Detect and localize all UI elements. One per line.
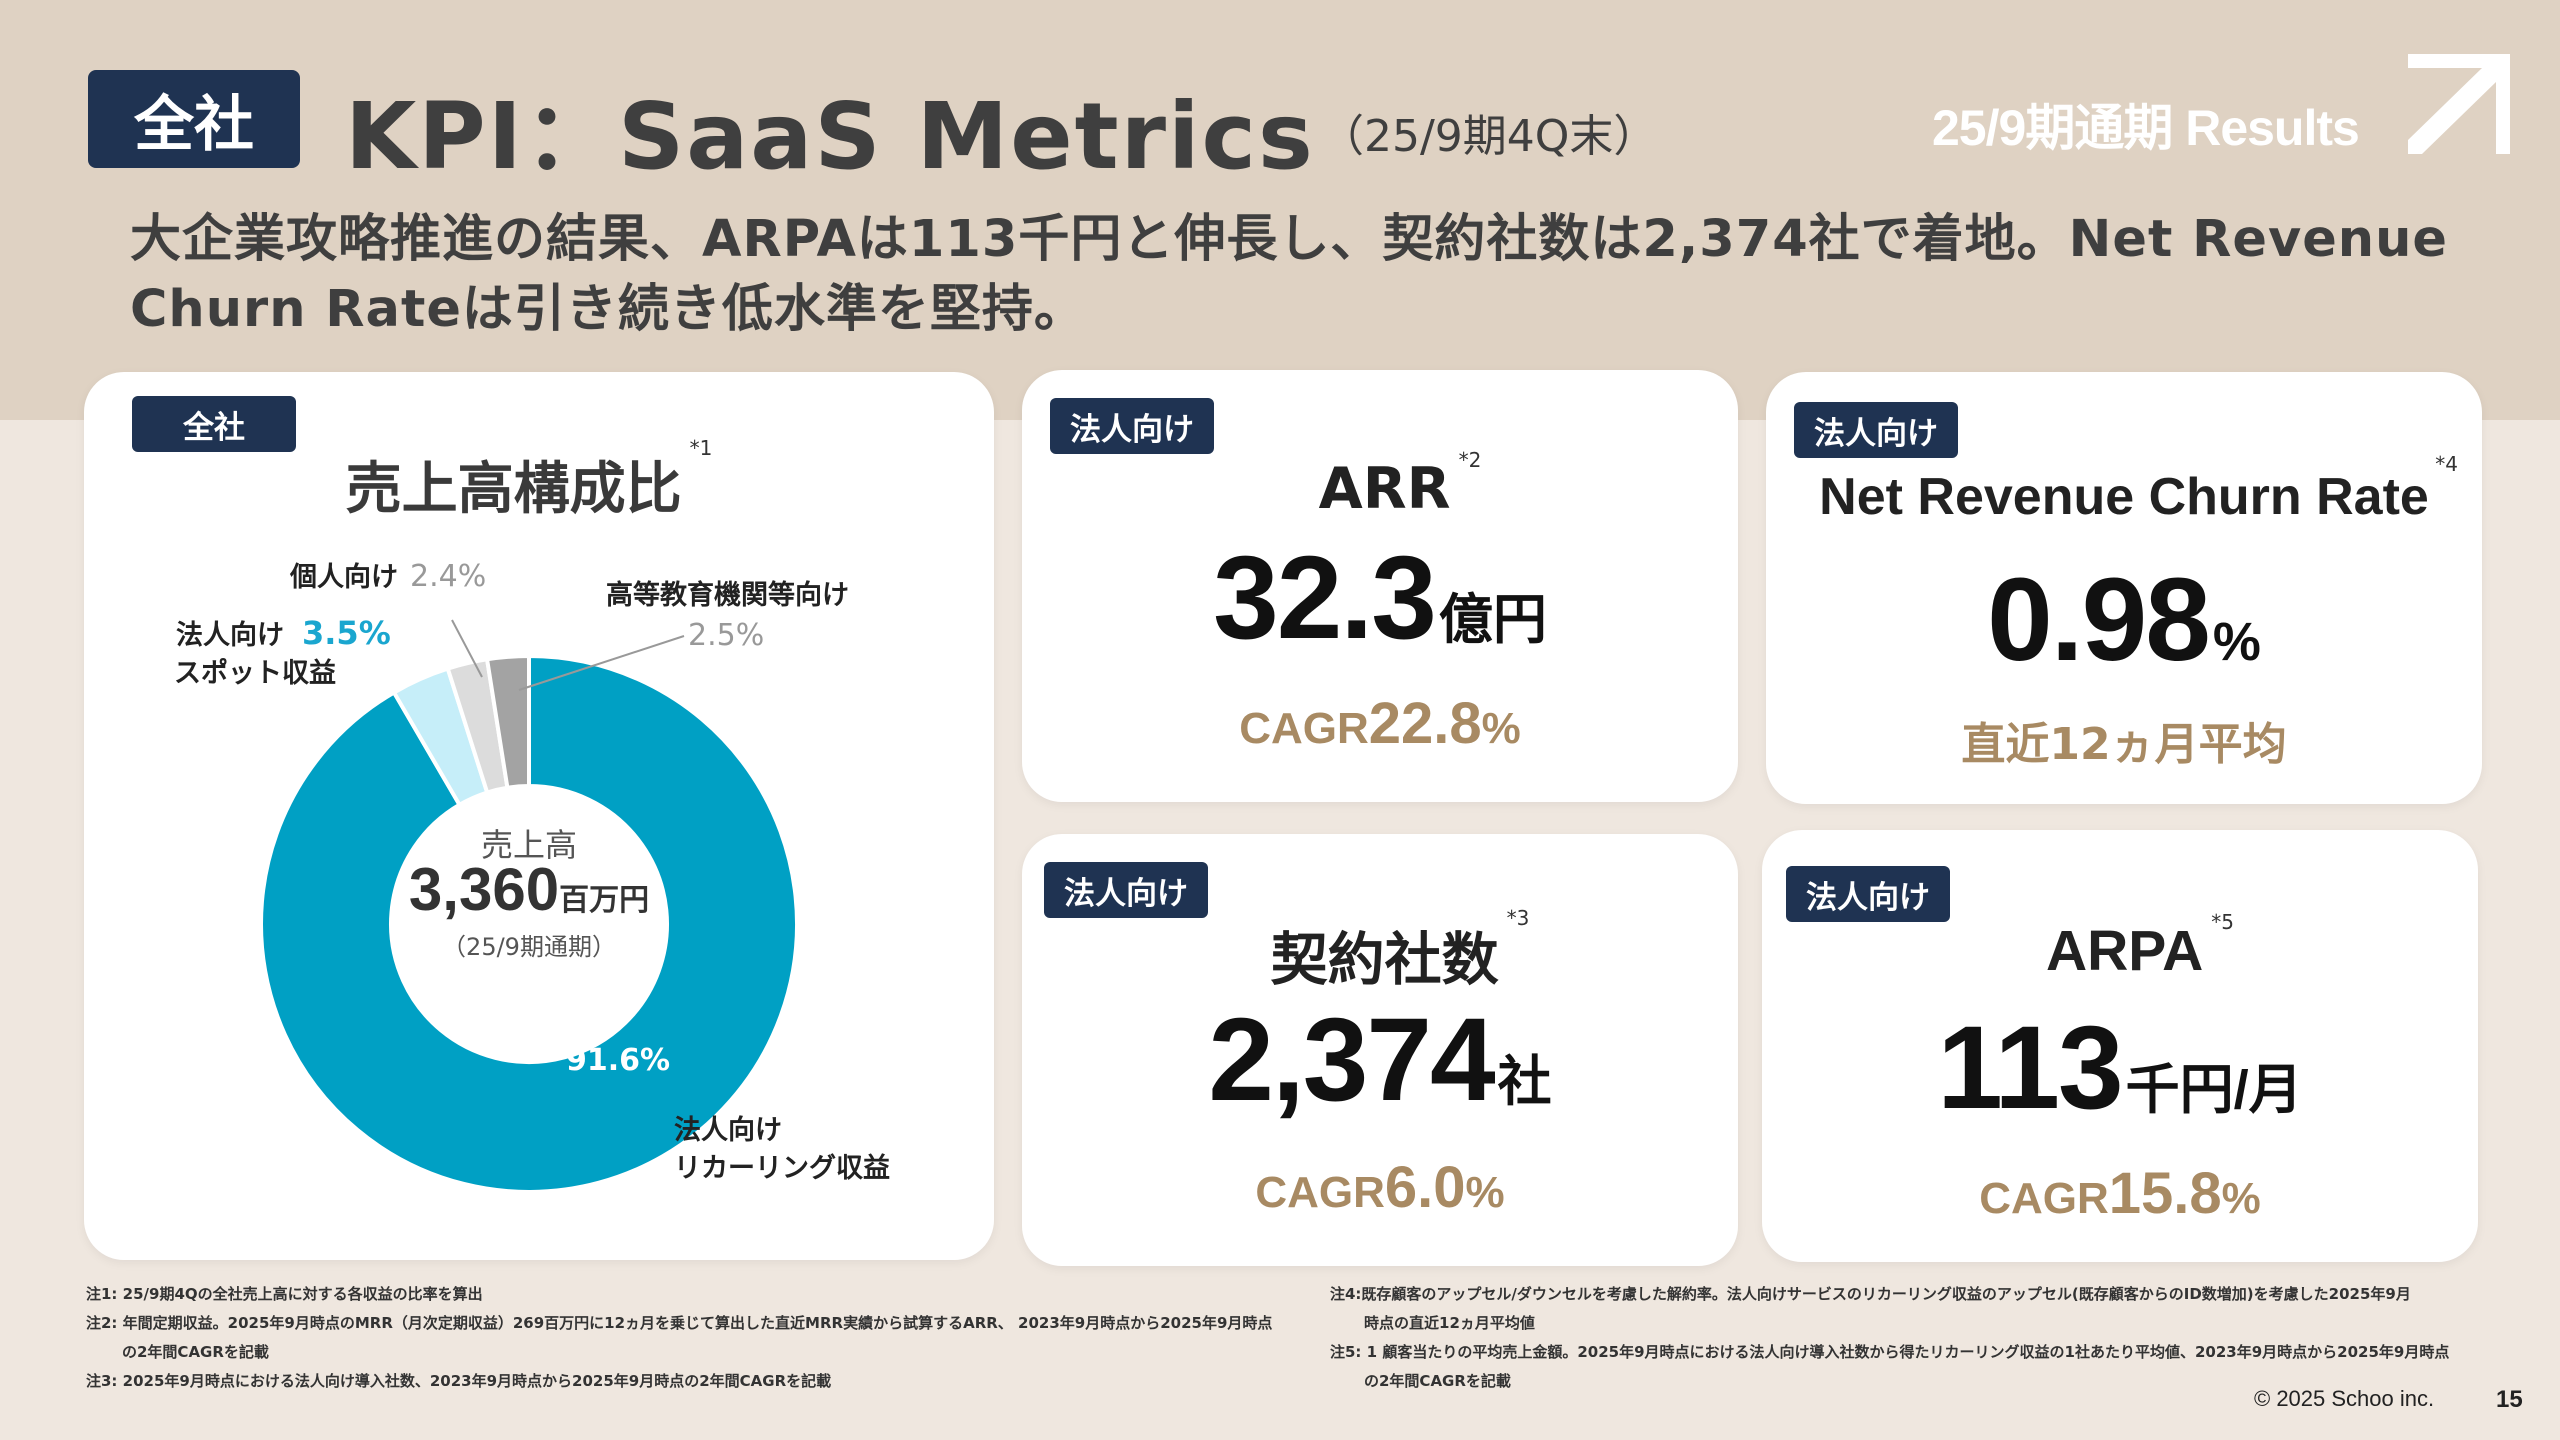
lead-text: 大企業攻略推進の結果、ARPAは113千円と伸長し、契約社数は2,374社で着地… bbox=[130, 210, 2448, 339]
arr-value: 32.3億円 bbox=[1022, 530, 1738, 666]
note-4: 注4:既存顧客のアップセル/ダウンセルを考慮した解約率。法人向けサービスのリカー… bbox=[1330, 1285, 2411, 1303]
donut-chart bbox=[259, 619, 799, 1194]
arr-name: ARR bbox=[1318, 456, 1451, 522]
copyright: © 2025 Schoo inc. bbox=[2254, 1386, 2435, 1411]
page-number: 15 bbox=[2496, 1386, 2523, 1413]
churn-title: Net Revenue Churn Rate bbox=[1766, 467, 2482, 527]
composition-tag: 全社 bbox=[132, 396, 296, 452]
arr-cagr: CAGR22.8% bbox=[1022, 690, 1738, 757]
notes-left: 注1: 25/9期4Qの全社売上高に対する各収益の比率を算出 注2: 年間定期収… bbox=[86, 1280, 1272, 1396]
companies-number: 2,374 bbox=[1208, 994, 1495, 1126]
companies-tag: 法人向け bbox=[1044, 862, 1208, 918]
label-spot-pct: 3.5% bbox=[302, 614, 391, 652]
donut-center-number: 3,360 bbox=[408, 856, 560, 923]
churn-unit: % bbox=[2212, 612, 2261, 672]
arpa-cagr-value: 15.8 bbox=[2108, 1161, 2222, 1226]
notes-right: 注4:既存顧客のアップセル/ダウンセルを考慮した解約率。法人向けサービスのリカー… bbox=[1330, 1280, 2449, 1396]
donut-center-period: （25/9期通期） bbox=[442, 933, 616, 961]
churn-value: 0.98% bbox=[1766, 552, 2482, 688]
note-5: 注5: 1 顧客当たりの平均売上金額。2025年9月時点における法人向け導入社数… bbox=[1330, 1343, 2450, 1361]
companies-title: 契約社数 *3 bbox=[1042, 906, 1758, 996]
label-recurring-pct: 91.6% bbox=[566, 1043, 671, 1078]
label-higher-ed-pct: 2.5% bbox=[688, 618, 765, 653]
leader-line-individual bbox=[451, 619, 483, 678]
companies-cagr: CAGR6.0% bbox=[1022, 1154, 1738, 1221]
companies-unit: 社 bbox=[1497, 1052, 1552, 1112]
composition-note-mark: *1 bbox=[689, 436, 713, 460]
slice-recurring bbox=[259, 653, 799, 1194]
label-recurring-line1: 法人向け bbox=[674, 1115, 782, 1146]
companies-name: 契約社数 bbox=[1270, 927, 1499, 993]
note-3: 注3: 2025年9月時点における法人向け導入社数、2023年9月時点から202… bbox=[86, 1372, 832, 1390]
arr-cagr-value: 22.8 bbox=[1368, 691, 1482, 756]
churn-sub: 直近12ヵ月平均 bbox=[1961, 719, 2287, 770]
label-spot-name: 法人向け bbox=[176, 620, 284, 651]
composition-title: 売上高構成比 *1 bbox=[74, 436, 984, 525]
arpa-number: 113 bbox=[1937, 1002, 2123, 1134]
arpa-cagr: CAGR15.8% bbox=[1762, 1160, 2478, 1227]
note-1: 注1: 25/9期4Qの全社売上高に対する各収益の比率を算出 bbox=[86, 1285, 483, 1303]
companies-value: 2,374社 bbox=[1022, 992, 1738, 1128]
note-2: 注2: 年間定期収益。2025年9月時点のMRR（月次定期収益）269百万円に1… bbox=[86, 1314, 1273, 1332]
arr-mark: *2 bbox=[1458, 448, 1482, 472]
page-subtitle: （25/9期4Q末） bbox=[1320, 111, 1658, 162]
churn-number: 0.98 bbox=[1987, 554, 2211, 686]
note-4-cont: 時点の直近12ヵ月平均値 bbox=[1364, 1314, 1535, 1332]
arpa-title: ARPA *5 bbox=[1782, 910, 2498, 984]
scope-tag: 全社 bbox=[88, 70, 300, 168]
label-higher-ed-name: 高等教育機関等向け bbox=[606, 580, 849, 611]
churn-name: Net Revenue Churn Rate bbox=[1819, 468, 2429, 526]
label-individual-name: 個人向け bbox=[290, 562, 398, 593]
header-band bbox=[0, 0, 2560, 420]
page-title: KPI：SaaS Metrics bbox=[345, 83, 1315, 190]
arr-cagr-prefix: CAGR bbox=[1239, 704, 1369, 753]
note-2-cont: の2年間CAGRを記載 bbox=[122, 1343, 269, 1361]
companies-cagr-unit: % bbox=[1465, 1168, 1505, 1217]
composition-title-text: 売上高構成比 bbox=[345, 457, 682, 522]
companies-cagr-prefix: CAGR bbox=[1255, 1168, 1385, 1217]
note-5-cont: の2年間CAGRを記載 bbox=[1364, 1372, 1511, 1390]
arr-tag: 法人向け bbox=[1050, 398, 1214, 454]
arpa-mark: *5 bbox=[2211, 910, 2234, 934]
arpa-value: 113千円/月 bbox=[1762, 1000, 2478, 1136]
arpa-cagr-prefix: CAGR bbox=[1979, 1174, 2109, 1223]
label-individual: 個人向け 2.4% bbox=[290, 558, 486, 597]
donut-center-unit: 百万円 bbox=[559, 883, 650, 918]
arpa-unit: 千円/月 bbox=[2125, 1060, 2303, 1120]
arr-title: ARR *2 bbox=[1042, 448, 1758, 522]
slice-higher-ed bbox=[484, 653, 531, 790]
donut-center-label: 売上高 bbox=[480, 826, 577, 864]
label-recurring-line2: リカーリング収益 bbox=[674, 1153, 890, 1184]
label-higher-ed: 高等教育機関等向け 2.5% bbox=[606, 577, 849, 655]
arpa-tag: 法人向け bbox=[1786, 866, 1950, 922]
donut-center-value: 3,360百万円 bbox=[379, 855, 679, 924]
companies-card: 法人向け 契約社数 *3 2,374社 CAGR6.0% bbox=[1022, 834, 1738, 1266]
arr-unit: 億円 bbox=[1438, 590, 1547, 650]
churn-tag: 法人向け bbox=[1794, 402, 1958, 458]
label-spot-line2: スポット収益 bbox=[174, 658, 336, 689]
churn-mark: *4 bbox=[2435, 452, 2458, 476]
label-recurring: 法人向け リカーリング収益 bbox=[674, 1112, 890, 1188]
companies-mark: *3 bbox=[1506, 906, 1530, 930]
label-spot: 法人向け 3.5% スポット収益 bbox=[138, 614, 391, 693]
arpa-card: 法人向け ARPA *5 113千円/月 CAGR15.8% bbox=[1762, 830, 2478, 1262]
label-spot-line1: 法人向け 3.5% bbox=[138, 614, 391, 655]
arpa-cagr-unit: % bbox=[2221, 1174, 2261, 1223]
companies-cagr-value: 6.0 bbox=[1384, 1155, 1466, 1220]
arpa-name: ARPA bbox=[2045, 919, 2204, 983]
churn-card: 法人向け Net Revenue Churn Rate *4 0.98% 直近1… bbox=[1766, 372, 2482, 804]
leader-line-higher-ed bbox=[518, 635, 685, 691]
label-individual-pct: 2.4% bbox=[410, 559, 487, 594]
results-label: 25/9期通期 Results bbox=[1932, 100, 2360, 156]
arr-card: 法人向け ARR *2 32.3億円 CAGR22.8% bbox=[1022, 370, 1738, 802]
arr-cagr-unit: % bbox=[1481, 704, 1521, 753]
arr-number: 32.3 bbox=[1213, 532, 1437, 664]
composition-card: 全社 売上高構成比 *1 売上高 3,360百万円 （25/9期通期） 91.6%… bbox=[84, 372, 994, 1260]
logo-icon bbox=[2408, 54, 2510, 154]
